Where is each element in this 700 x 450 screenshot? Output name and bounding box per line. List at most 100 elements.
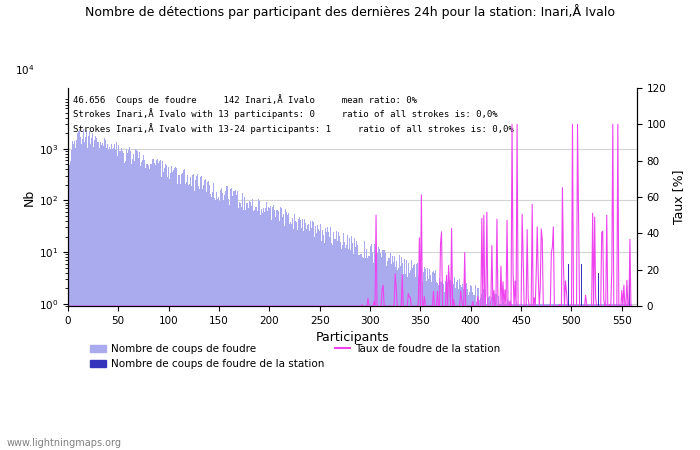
Bar	[354, 238, 356, 450]
Bar	[522, 304, 523, 450]
Bar	[377, 248, 379, 450]
Bar	[330, 227, 331, 450]
Bar	[305, 223, 306, 450]
Bar	[417, 263, 418, 450]
Bar	[314, 237, 315, 450]
Y-axis label: Nb: Nb	[23, 189, 36, 206]
Bar	[308, 224, 309, 450]
Bar	[187, 175, 188, 450]
Bar	[304, 219, 305, 450]
Bar	[133, 154, 134, 450]
Bar	[588, 304, 589, 450]
Bar	[556, 304, 557, 450]
Bar	[540, 304, 541, 450]
Bar	[332, 245, 333, 450]
Bar	[311, 229, 312, 450]
Bar	[95, 136, 97, 450]
Bar	[264, 212, 265, 450]
Bar	[259, 201, 260, 450]
Bar	[626, 304, 627, 450]
Bar	[408, 263, 409, 450]
Bar	[220, 190, 221, 450]
Bar	[149, 169, 150, 450]
Bar	[365, 258, 367, 450]
Bar	[273, 205, 274, 450]
Bar	[616, 304, 617, 450]
Bar	[283, 214, 284, 450]
Bar	[309, 231, 310, 450]
Bar	[608, 304, 609, 450]
Bar	[250, 202, 251, 450]
Bar	[276, 210, 278, 450]
Bar	[333, 232, 334, 450]
Bar	[218, 197, 219, 450]
Bar	[517, 304, 519, 450]
Bar	[404, 259, 405, 450]
Bar	[257, 211, 258, 450]
Bar	[425, 269, 426, 450]
Bar	[177, 184, 178, 450]
Bar	[507, 299, 508, 450]
Bar	[72, 141, 74, 450]
Bar	[138, 158, 139, 450]
Bar	[398, 268, 399, 450]
Bar	[161, 177, 162, 450]
Bar	[536, 304, 537, 450]
Bar	[356, 241, 358, 450]
Bar	[349, 238, 351, 450]
Bar	[148, 165, 149, 450]
Bar	[454, 277, 455, 450]
Bar	[209, 185, 210, 450]
Bar	[113, 144, 115, 450]
Bar	[603, 304, 604, 450]
Bar	[392, 256, 393, 450]
Bar	[241, 193, 243, 450]
Bar	[590, 304, 591, 450]
Bar	[595, 304, 596, 450]
Bar	[111, 149, 113, 450]
Bar	[494, 294, 496, 450]
Bar	[178, 175, 179, 450]
Bar	[483, 289, 484, 450]
Text: 46.656  Coups de foudre     142 Inari,Å Ivalo     mean ratio: 0%: 46.656 Coups de foudre 142 Inari,Å Ivalo…	[74, 94, 417, 105]
Bar	[175, 167, 176, 450]
Bar	[343, 233, 344, 450]
Bar	[519, 304, 521, 450]
Bar	[77, 133, 78, 450]
Bar	[462, 284, 463, 450]
Bar	[384, 253, 386, 450]
Bar	[185, 184, 186, 450]
Bar	[85, 137, 86, 450]
Bar	[575, 304, 576, 450]
Bar	[319, 231, 320, 450]
Bar	[181, 174, 182, 450]
Bar	[163, 172, 164, 450]
Bar	[539, 304, 540, 450]
Bar	[463, 289, 464, 450]
Bar	[544, 304, 545, 450]
Bar	[248, 202, 250, 450]
Bar	[491, 297, 492, 450]
Bar	[76, 140, 77, 450]
Bar	[334, 238, 335, 450]
Bar	[415, 277, 416, 450]
Bar	[563, 304, 564, 450]
Bar	[284, 226, 285, 450]
Bar	[406, 260, 407, 450]
Bar	[202, 189, 203, 450]
Bar	[301, 228, 302, 450]
Bar	[295, 221, 296, 450]
Bar	[275, 216, 276, 450]
Bar	[498, 296, 500, 450]
Bar	[184, 169, 185, 450]
Bar	[625, 304, 626, 450]
Bar	[531, 304, 532, 450]
Bar	[127, 150, 129, 450]
Bar	[290, 222, 291, 450]
Bar	[160, 159, 161, 450]
Bar	[433, 271, 434, 450]
Bar	[419, 270, 420, 450]
Bar	[281, 208, 282, 450]
Text: Nombre de détections par participant des dernières 24h pour la station: Inari,Å : Nombre de détections par participant des…	[85, 4, 615, 19]
Bar	[335, 239, 336, 450]
